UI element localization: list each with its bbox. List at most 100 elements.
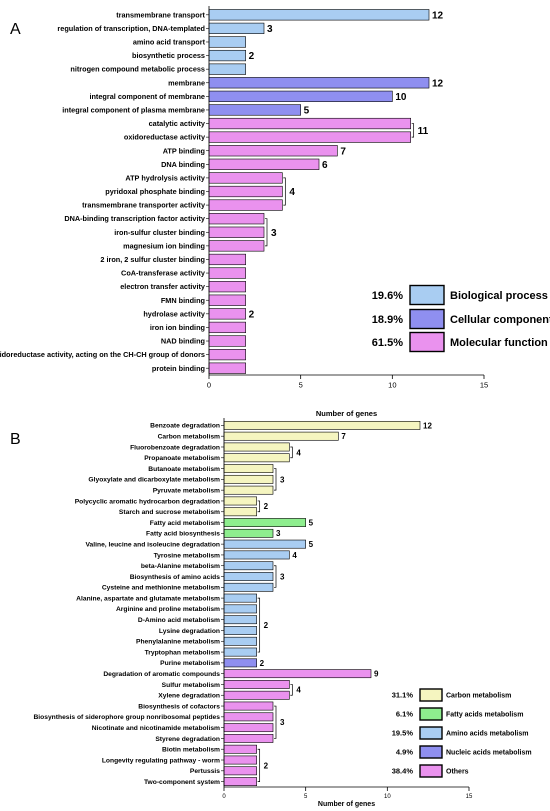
legend-label: Nucleic acids metabolism	[446, 750, 532, 757]
bar	[208, 226, 265, 238]
data-label: 12	[432, 10, 444, 21]
bar	[208, 267, 246, 279]
legend-percent: 19.6%	[372, 290, 403, 302]
bar	[223, 701, 274, 711]
category-label: DNA-binding transcription factor activit…	[64, 214, 206, 223]
bar	[208, 104, 301, 116]
category-label: Nicotinate and nicotinamide metabolism	[92, 725, 220, 732]
data-label: 2	[264, 502, 269, 511]
x-tick-label: 5	[299, 381, 303, 390]
legend-label: Carbon metabolism	[446, 693, 511, 700]
data-label: 3	[271, 228, 277, 239]
category-label: Benzoate degradation	[150, 423, 220, 430]
bar	[208, 362, 246, 374]
legend-swatch	[409, 284, 445, 306]
bar	[208, 158, 320, 170]
bar	[208, 172, 283, 184]
data-label: 3	[267, 24, 273, 35]
category-label: iron ion binding	[150, 323, 205, 332]
chart-panel-B: B Benzoate degradation Carbon metabolism Fl…	[10, 418, 532, 808]
bar	[223, 690, 290, 700]
bar	[223, 755, 257, 765]
x-axis-title: Number of genes	[316, 409, 377, 418]
category-label: DNA binding	[161, 160, 205, 169]
category-label: iron-sulfur cluster binding	[114, 228, 205, 237]
legend-swatch	[419, 745, 443, 759]
bar	[223, 518, 306, 527]
legend-swatch	[419, 707, 443, 721]
legend-percent: 6.1%	[396, 710, 413, 719]
category-label: oxidoreductase activity, acting on the C…	[0, 350, 205, 359]
bar	[223, 734, 274, 743]
category-label: Fatty acid metabolism	[150, 520, 220, 527]
data-label: 12	[432, 78, 444, 89]
legend-label: Others	[446, 769, 469, 776]
data-label: 12	[423, 421, 432, 430]
bar	[208, 335, 246, 347]
data-label: 2	[249, 51, 255, 62]
bar	[208, 349, 246, 361]
value-bracket	[257, 748, 261, 782]
value-bracket	[265, 218, 268, 247]
category-label: 2 iron, 2 sulfur cluster binding	[100, 255, 205, 264]
category-label: Sulfur metabolism	[162, 682, 220, 689]
bar	[208, 22, 265, 34]
data-label: 4	[296, 448, 301, 457]
bar	[223, 647, 257, 657]
legend-percent: 61.5%	[372, 337, 403, 349]
data-label: 7	[340, 146, 346, 157]
category-label: membrane	[168, 78, 205, 87]
bar	[223, 604, 257, 614]
value-bracket	[257, 597, 261, 653]
bar	[223, 723, 274, 733]
data-label: 3	[276, 529, 281, 538]
panel-label: A	[10, 21, 21, 38]
bar	[208, 49, 246, 62]
data-label: 3	[280, 475, 285, 484]
category-label: Valine, leucine and isoleucine degradati…	[85, 541, 220, 548]
bar	[223, 528, 274, 538]
category-label: Xylene degradation	[158, 693, 220, 700]
bar	[223, 744, 257, 754]
bar	[223, 669, 372, 679]
category-label: ATP binding	[163, 146, 205, 155]
bar	[223, 420, 421, 430]
legend-swatch	[419, 764, 443, 778]
legend-percent: 31.1%	[392, 691, 414, 700]
bar	[223, 680, 290, 689]
category-label: Propanoate metabolism	[144, 455, 220, 462]
bar	[223, 582, 274, 592]
category-label: Pertussis	[190, 768, 220, 775]
data-label: 11	[418, 126, 429, 137]
category-label: pyridoxal phosphate binding	[105, 187, 205, 196]
bar	[223, 658, 257, 668]
category-label: Cysteine and methionine metabolism	[102, 585, 220, 592]
value-bracket	[290, 446, 293, 459]
bar	[223, 615, 257, 625]
bar	[223, 550, 290, 560]
bar	[223, 636, 257, 646]
category-label: Alanine, aspartate and glutamate metabol…	[76, 595, 220, 602]
category-label: Biosynthesis of amino acids	[130, 574, 221, 581]
data-label: 5	[304, 106, 310, 117]
category-label: beta-Alanine metabolism	[141, 563, 220, 570]
category-label: Arginine and proline metabolism	[116, 606, 220, 613]
bar	[208, 9, 430, 21]
data-label: 2	[264, 761, 269, 770]
x-tick-label: 0	[207, 381, 211, 390]
category-label: magnesium ion binding	[123, 241, 205, 250]
bar	[223, 507, 257, 517]
category-label: transmembrane transport	[116, 10, 205, 19]
bar	[208, 131, 411, 143]
bar	[208, 63, 246, 75]
category-label: Two-component system	[144, 779, 220, 786]
data-label: 4	[289, 187, 295, 198]
category-label: CoA-transferase activity	[121, 269, 206, 278]
bar	[223, 442, 290, 452]
category-label: Fatty acid biosynthesis	[146, 531, 220, 538]
bar	[223, 593, 257, 603]
category-label: oxidoreductase activity	[124, 133, 206, 142]
legend-label: Biological process	[450, 290, 548, 302]
category-label: transmembrane transporter activity	[82, 201, 206, 210]
